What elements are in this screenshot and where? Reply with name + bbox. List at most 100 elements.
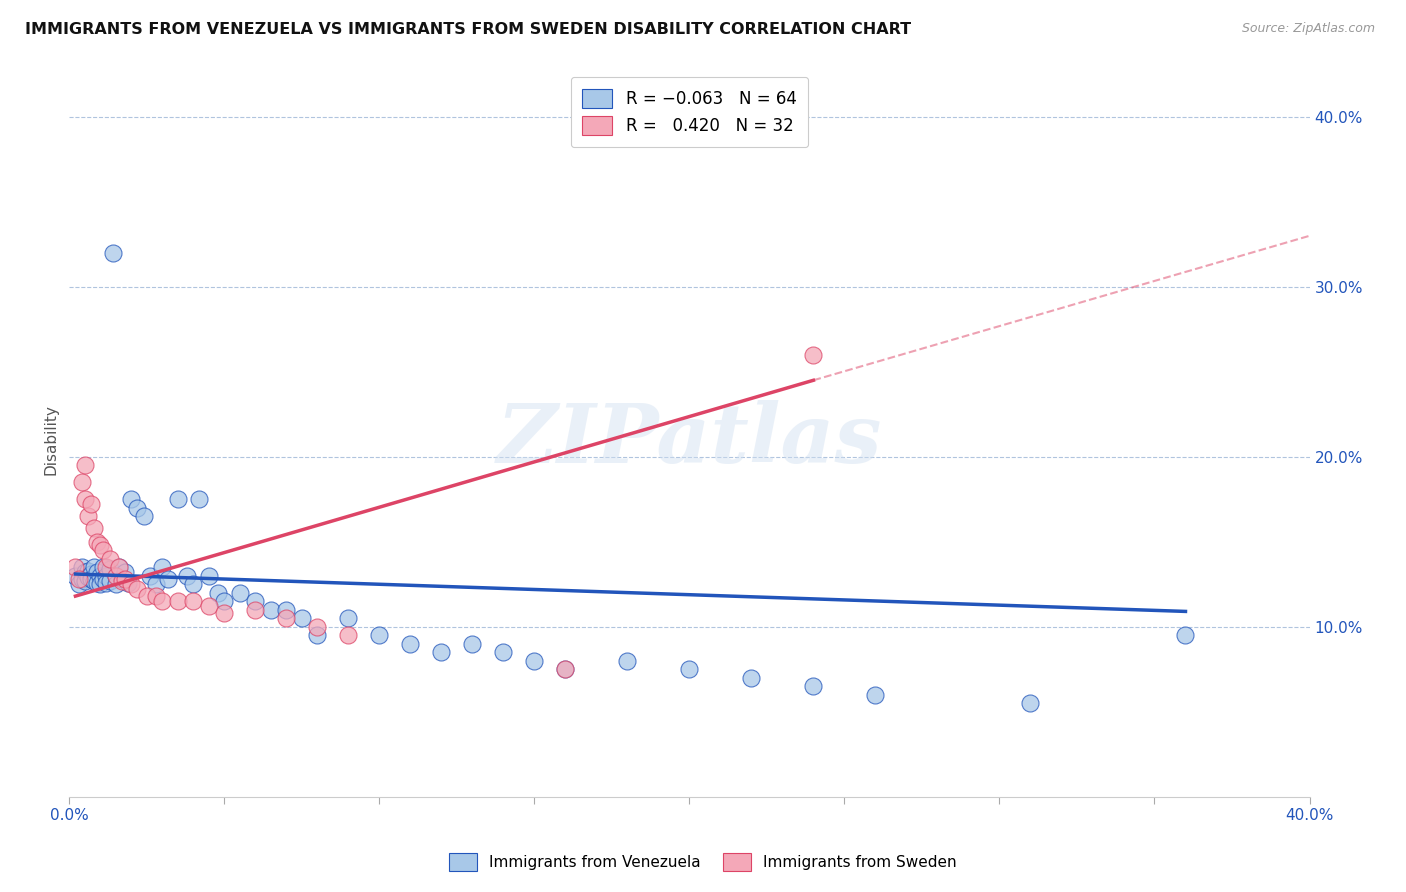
Point: [89, 577, 111, 591]
Point: [108, 560, 131, 574]
Point: [188, 492, 211, 507]
Point: [67, 577, 90, 591]
Point: [80, 572, 103, 586]
Point: [291, 611, 314, 625]
Point: [101, 245, 124, 260]
Point: [96, 575, 118, 590]
Point: [70, 475, 93, 490]
Point: [197, 599, 219, 614]
Point: [83, 560, 105, 574]
Point: [120, 492, 142, 507]
Point: [98, 574, 121, 588]
Legend: Immigrants from Venezuela, Immigrants from Sweden: Immigrants from Venezuela, Immigrants fr…: [440, 844, 966, 880]
Point: [111, 572, 134, 586]
Point: [166, 594, 188, 608]
Point: [245, 603, 267, 617]
Point: [83, 521, 105, 535]
Point: [73, 574, 96, 588]
Point: [229, 585, 252, 599]
Point: [111, 574, 134, 588]
Point: [245, 594, 267, 608]
Point: [65, 560, 87, 574]
Point: [132, 509, 155, 524]
Point: [91, 543, 114, 558]
Point: [166, 492, 188, 507]
Point: [65, 568, 87, 582]
Point: [307, 628, 329, 642]
Point: [104, 577, 127, 591]
Point: [214, 594, 236, 608]
Text: Source: ZipAtlas.com: Source: ZipAtlas.com: [1241, 22, 1375, 36]
Point: [492, 645, 515, 659]
Point: [176, 568, 198, 582]
Point: [91, 572, 114, 586]
Point: [86, 575, 108, 590]
Point: [181, 594, 204, 608]
Point: [91, 560, 114, 574]
Point: [108, 560, 131, 574]
Point: [67, 572, 90, 586]
Point: [307, 620, 329, 634]
Point: [865, 688, 887, 702]
Point: [135, 589, 157, 603]
Legend: R = −0.063   N = 64, R =   0.420   N = 32: R = −0.063 N = 64, R = 0.420 N = 32: [571, 77, 808, 147]
Point: [337, 611, 360, 625]
Text: IMMIGRANTS FROM VENEZUELA VS IMMIGRANTS FROM SWEDEN DISABILITY CORRELATION CHART: IMMIGRANTS FROM VENEZUELA VS IMMIGRANTS …: [25, 22, 911, 37]
Point: [89, 538, 111, 552]
Point: [120, 577, 142, 591]
Point: [197, 568, 219, 582]
Text: ZIPatlas: ZIPatlas: [496, 400, 882, 480]
Point: [76, 564, 98, 578]
Point: [554, 662, 576, 676]
Point: [127, 500, 149, 515]
Point: [139, 568, 162, 582]
Point: [86, 534, 108, 549]
Point: [803, 679, 825, 693]
Point: [104, 568, 127, 582]
Point: [276, 611, 298, 625]
Point: [554, 662, 576, 676]
Point: [80, 567, 103, 582]
Point: [337, 628, 360, 642]
Point: [150, 560, 173, 574]
Point: [181, 577, 204, 591]
Point: [114, 566, 136, 580]
Point: [145, 589, 167, 603]
Point: [430, 645, 453, 659]
Point: [399, 637, 422, 651]
Point: [114, 572, 136, 586]
Point: [461, 637, 484, 651]
Point: [76, 509, 98, 524]
Point: [157, 572, 180, 586]
Point: [117, 575, 139, 590]
Point: [73, 566, 96, 580]
Point: [740, 671, 762, 685]
Point: [214, 606, 236, 620]
Point: [70, 572, 93, 586]
Point: [803, 348, 825, 362]
Point: [89, 568, 111, 582]
Y-axis label: Disability: Disability: [44, 404, 58, 475]
Point: [73, 458, 96, 473]
Point: [145, 577, 167, 591]
Point: [1174, 628, 1197, 642]
Point: [523, 654, 546, 668]
Point: [83, 574, 105, 588]
Point: [104, 568, 127, 582]
Point: [1019, 696, 1042, 710]
Point: [678, 662, 700, 676]
Point: [127, 582, 149, 597]
Point: [368, 628, 391, 642]
Point: [73, 492, 96, 507]
Point: [207, 585, 229, 599]
Point: [86, 566, 108, 580]
Point: [96, 568, 118, 582]
Point: [150, 594, 173, 608]
Point: [276, 603, 298, 617]
Point: [70, 560, 93, 574]
Point: [616, 654, 638, 668]
Point: [96, 560, 118, 574]
Point: [260, 603, 283, 617]
Point: [80, 497, 103, 511]
Point: [98, 562, 121, 576]
